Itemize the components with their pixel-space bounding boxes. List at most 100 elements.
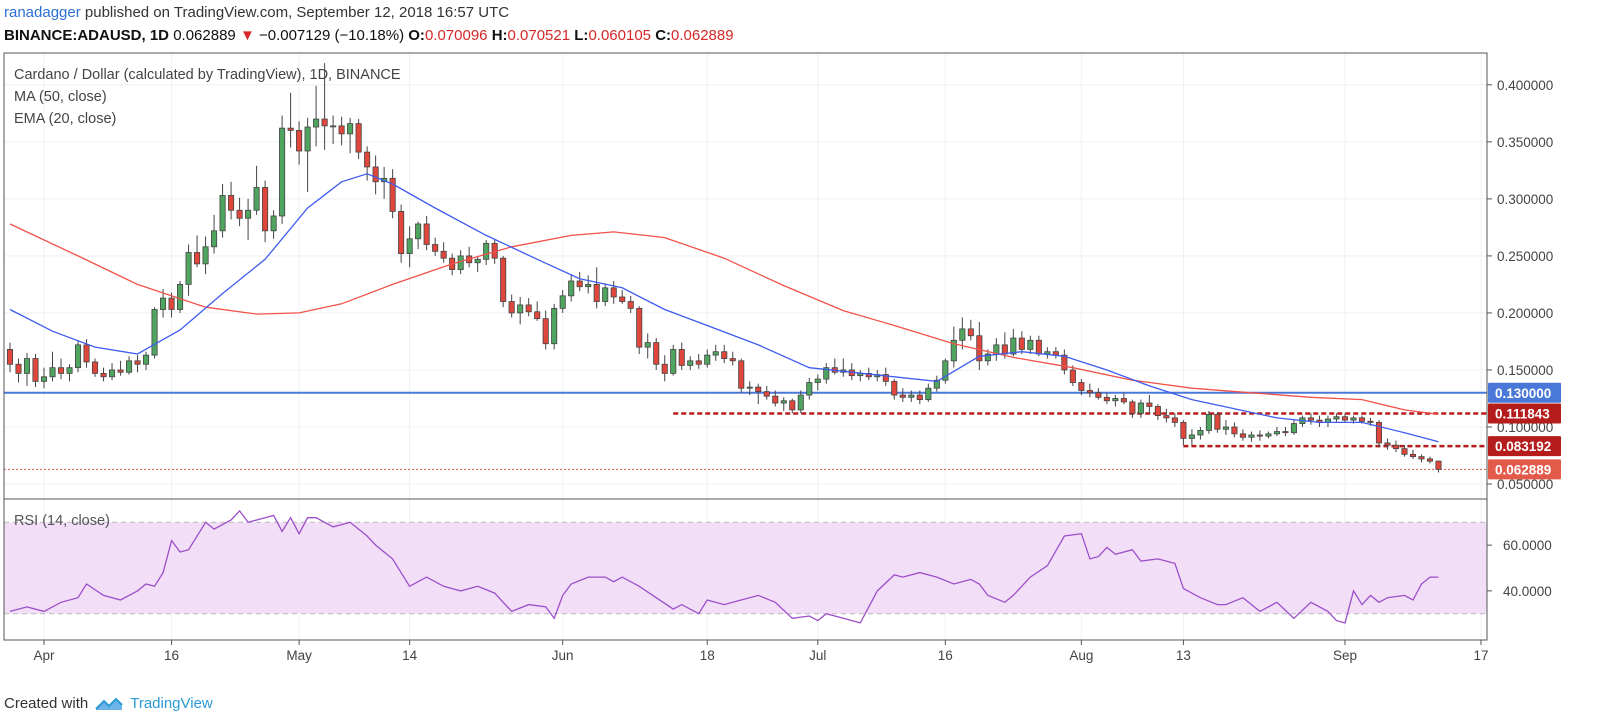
candle-body — [1078, 382, 1085, 391]
candle-body — [568, 280, 575, 297]
date-axis-label: 18 — [700, 648, 715, 663]
rsi-band-fill — [4, 522, 1487, 614]
candle-body — [823, 367, 830, 380]
candle-body — [1154, 406, 1161, 416]
candle-body — [1180, 422, 1187, 439]
candle-body — [780, 400, 787, 404]
candle-body — [313, 118, 320, 128]
candle-body — [772, 395, 779, 404]
candle-body — [1401, 448, 1408, 455]
ema-legend: EMA (20, close) — [14, 111, 116, 127]
date-axis-label: Jul — [809, 648, 826, 663]
author-link[interactable]: ranadagger — [4, 4, 81, 21]
candle-body — [959, 328, 966, 341]
candle-body — [967, 328, 974, 337]
candle-body — [432, 244, 439, 252]
tradingview-brand-link[interactable]: TradingView — [130, 695, 213, 712]
candle-body — [415, 223, 422, 240]
candle-body — [66, 367, 73, 374]
high-label: H: — [491, 27, 508, 44]
candle-body — [1222, 426, 1229, 430]
candle-body — [1069, 369, 1076, 383]
candle-body — [1018, 337, 1025, 350]
candle-body — [704, 354, 711, 365]
candle-body — [1035, 339, 1042, 355]
candle-body — [1095, 392, 1102, 398]
symbol-label: BINANCE:ADAUSD, 1D — [4, 27, 170, 44]
candle-body — [1350, 417, 1357, 421]
candle-body — [279, 127, 286, 217]
rsi-legend: RSI (14, close) — [14, 513, 110, 529]
candle-body — [117, 369, 124, 373]
price-axis-label: 0.200000 — [1497, 306, 1553, 321]
candle-body — [797, 394, 804, 411]
ema-20-line — [9, 173, 1439, 443]
candle-body — [1273, 431, 1280, 435]
candle-body — [474, 258, 481, 264]
candle-body — [789, 400, 796, 411]
candle-body — [177, 284, 184, 310]
chart-title: Cardano / Dollar (calculated by TradingV… — [14, 67, 401, 83]
candle-body — [126, 360, 133, 373]
candle-body — [593, 284, 600, 302]
candle-body — [364, 151, 371, 168]
candle-body — [712, 351, 719, 356]
moving-averages — [9, 173, 1439, 624]
candle-body — [1001, 344, 1008, 355]
candle-body — [508, 301, 515, 314]
price-chart[interactable]: 0.400000 0.350000 0.300000 0.250000 0.200000… — [0, 52, 1606, 692]
price-axis-label: 0.100000 — [1497, 420, 1553, 435]
price-level-tag — [1488, 459, 1561, 480]
candle-body — [687, 360, 694, 366]
ohlc-bar: BINANCE:ADAUSD, 1D 0.062889 ▼ −0.007129 … — [4, 27, 734, 44]
publish-text: published on TradingView.com, September … — [84, 4, 510, 21]
candle-body — [534, 311, 541, 320]
date-axis-label: Aug — [1069, 648, 1093, 663]
candle-body — [330, 125, 337, 128]
candle-body — [1171, 417, 1178, 423]
date-axis-label: 16 — [938, 648, 953, 663]
candle-body — [1435, 460, 1442, 470]
candle-body — [619, 296, 626, 302]
price-level-tag — [1488, 403, 1561, 424]
rsi-axis-label: 40.0000 — [1503, 584, 1552, 599]
candle-body — [406, 238, 413, 255]
candle-body — [899, 394, 906, 398]
candle-body — [398, 211, 405, 255]
candle-body — [610, 287, 617, 298]
candle-body — [755, 386, 762, 393]
candle-body — [108, 369, 116, 378]
candle-body — [1027, 339, 1034, 350]
price-level-tag — [1488, 436, 1561, 457]
ma-legend: MA (50, close) — [14, 89, 107, 105]
candle-body — [49, 367, 56, 378]
horizontal-lines — [4, 391, 1487, 470]
candle-body — [1375, 422, 1383, 444]
candle-body — [15, 363, 22, 374]
candle-body — [1418, 456, 1425, 460]
candle-body — [143, 354, 150, 365]
candle-body — [1214, 414, 1221, 430]
date-axis-label: Jun — [552, 648, 574, 663]
low-label: L: — [574, 27, 589, 44]
candle-body — [1358, 417, 1365, 422]
candle-body — [950, 339, 957, 362]
candle-body — [1392, 444, 1400, 450]
candle-body — [1307, 417, 1314, 421]
down-arrow-icon: ▼ — [239, 27, 255, 44]
price-axis-label: 0.050000 — [1497, 477, 1553, 492]
candle-body — [661, 363, 668, 374]
candle-body — [228, 195, 235, 211]
candle-body — [219, 195, 226, 232]
price-labels: 0.130000 0.111843 0.083192 0.062889 — [1488, 382, 1561, 480]
price-change: −0.007129 (−10.18%) — [258, 27, 405, 44]
candle-body — [1384, 442, 1391, 446]
candle-body — [168, 297, 175, 310]
candle-body — [585, 284, 592, 288]
candle-body — [1146, 402, 1153, 407]
candle-body — [1248, 434, 1255, 438]
candle-body — [440, 250, 447, 259]
candle-body — [559, 295, 566, 309]
candle-body — [865, 372, 872, 378]
price-level-value: 0.062889 — [1495, 462, 1551, 477]
